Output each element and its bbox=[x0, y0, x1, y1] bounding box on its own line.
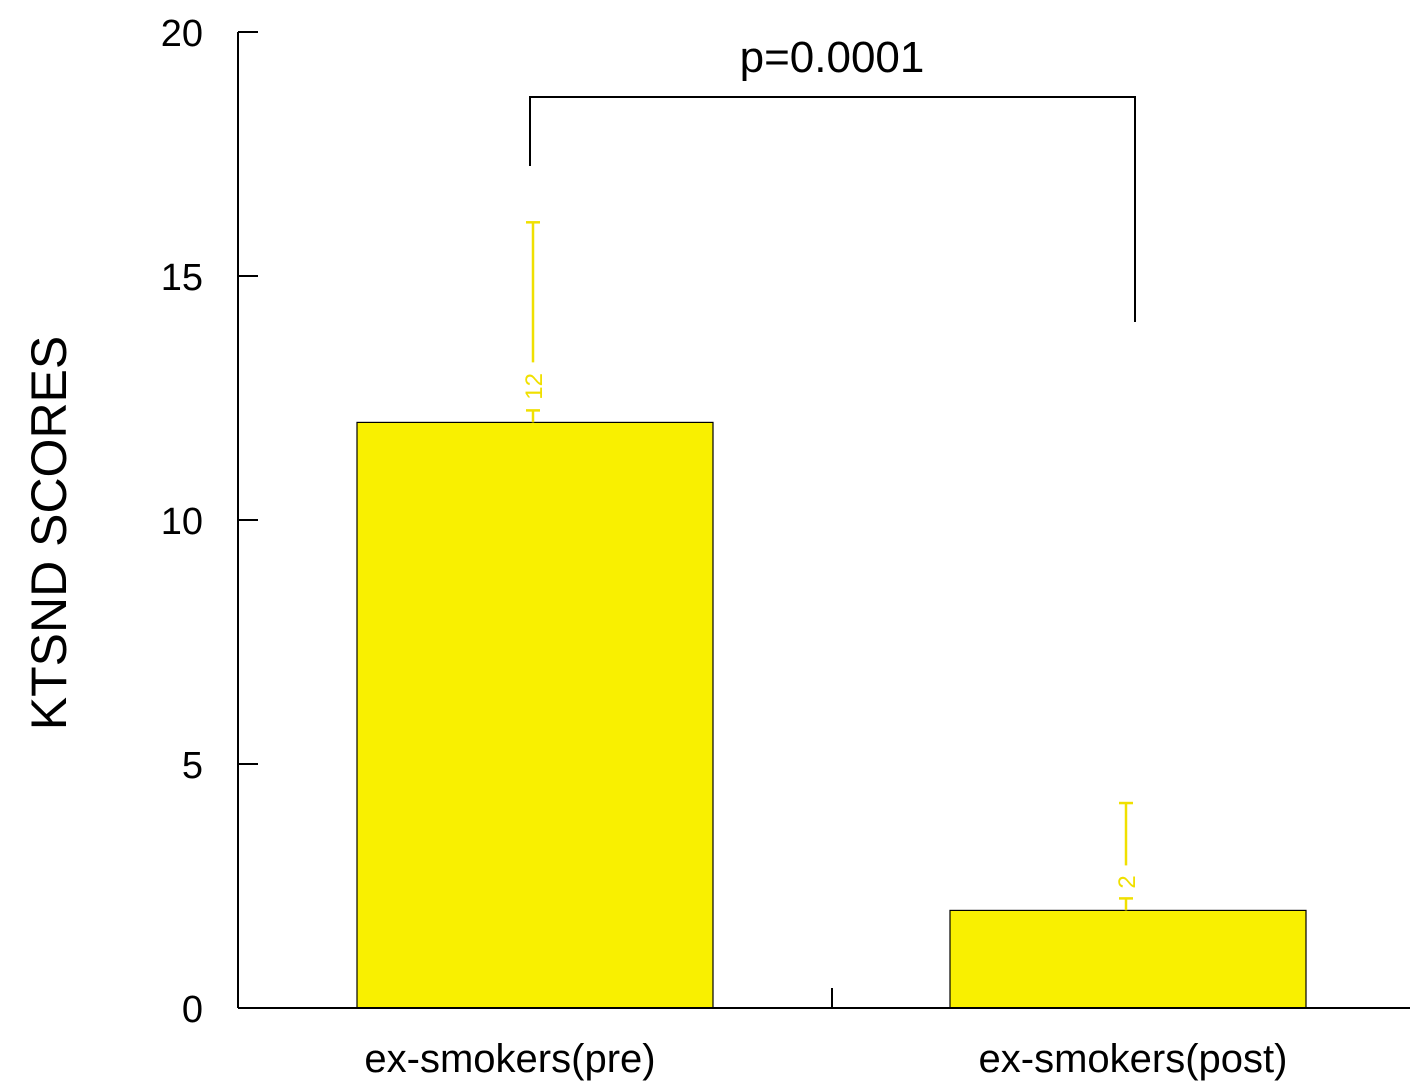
category-labels: ex-smokers(pre) ex-smokers(post) bbox=[364, 1037, 1287, 1081]
p-value-annotation: p=0.0001 bbox=[740, 33, 925, 82]
bracket-line bbox=[529, 96, 1136, 322]
bar-1 bbox=[949, 909, 1307, 1009]
x-category-label-1: ex-smokers(post) bbox=[979, 1037, 1288, 1081]
y-tick-label-0: 0 bbox=[182, 989, 203, 1031]
data-label-1: 2 bbox=[1114, 875, 1141, 888]
y-tick-label-15: 15 bbox=[161, 257, 203, 299]
x-category-label-0: ex-smokers(pre) bbox=[364, 1037, 655, 1081]
labels-layer: KTSND SCORES p=0.0001 bbox=[21, 33, 924, 730]
y-tick-label-5: 5 bbox=[182, 745, 203, 787]
y-tick-label-10: 10 bbox=[161, 501, 203, 543]
y-ticks: 0 5 10 15 20 bbox=[161, 13, 258, 1031]
y-axis-label: KTSND SCORES bbox=[21, 336, 77, 731]
significance-bracket bbox=[529, 96, 1136, 322]
data-label-0: 12 bbox=[521, 373, 548, 400]
bars-layer: 12 2 bbox=[356, 221, 1307, 1009]
bar-0 bbox=[356, 421, 714, 1009]
y-tick-label-20: 20 bbox=[161, 13, 203, 55]
